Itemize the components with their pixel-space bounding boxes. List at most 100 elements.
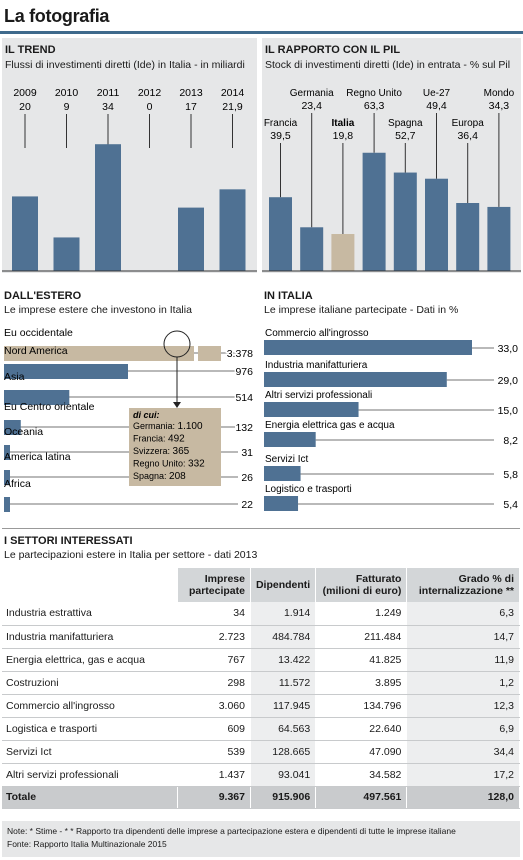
- breakdown-item: Spagna: 208: [133, 471, 186, 482]
- svg-text:3.378: 3.378: [227, 348, 253, 360]
- bar: [4, 390, 70, 405]
- svg-text:31: 31: [241, 447, 253, 459]
- table-cell: Industria manifatturiera: [2, 625, 179, 649]
- bar: [12, 196, 38, 271]
- table-row: Logistica e trasporti 609 64.563 22.640 6,9: [2, 717, 520, 741]
- table-header-row: Imprese partecipate Dipendenti Fatturato…: [2, 568, 520, 602]
- data-label: 5,4: [503, 499, 518, 511]
- data-label: 17: [185, 101, 197, 113]
- table-header-cell: Grado % di internalizzazione **: [406, 568, 520, 602]
- table-cell: Servizi Ict: [2, 740, 179, 764]
- breakdown-item: Regno Unito: 332: [133, 459, 205, 470]
- tick-label: 2013: [179, 87, 203, 99]
- tick-label: Africa: [4, 478, 31, 490]
- page-header: La fotografia: [0, 0, 523, 34]
- table-cell: 1.249: [315, 602, 408, 626]
- data-label: 39,5: [270, 130, 291, 142]
- table-cell: 298: [177, 671, 251, 695]
- data-label: 514: [235, 392, 253, 404]
- data-label: 21,9: [222, 101, 243, 113]
- table-cell: Commercio all'ingrosso: [2, 694, 179, 718]
- table-cell: 14,7: [406, 625, 520, 649]
- table-cell: 64.563: [250, 717, 317, 741]
- data-label: 3.378: [227, 348, 253, 360]
- table-total-cell: Totale: [2, 786, 179, 809]
- table-cell: 34.582: [315, 763, 408, 787]
- bar: [487, 206, 511, 271]
- data-label: 20: [19, 101, 31, 113]
- table-total-row: Totale 9.367 915.906 497.561 128,0: [2, 786, 520, 809]
- table-total-cell: 497.561: [315, 786, 408, 809]
- table-cell: 128.665: [250, 740, 317, 764]
- breakdown-box: [129, 408, 221, 486]
- breakdown-item: Germania: 1.100: [133, 421, 203, 432]
- svg-text:514: 514: [235, 392, 253, 404]
- bar: [362, 152, 386, 271]
- bar: [425, 178, 448, 271]
- italia-subtitle: Le imprese italiane partecipate - Dati i…: [264, 304, 459, 316]
- table-cell: Logistica e trasporti: [2, 717, 179, 741]
- table-cell: 34: [177, 602, 251, 626]
- svg-text:22: 22: [241, 499, 253, 511]
- tick-label: 2010: [55, 87, 79, 99]
- data-label: 22: [241, 499, 253, 511]
- table-header-cell: Dipendenti: [250, 568, 317, 602]
- italia-chart: Commercio all'ingrosso 33,0 Industria mani…: [264, 325, 519, 513]
- table-cell: Energia elettrica, gas e acqua: [2, 648, 179, 672]
- table-cell: 34,4: [406, 740, 520, 764]
- bar: [53, 237, 80, 271]
- tick-label: 2014: [221, 87, 245, 99]
- italia-title: IN ITALIA: [264, 290, 313, 302]
- table-cell: 1,2: [406, 671, 520, 695]
- table-cell: 22.640: [315, 717, 408, 741]
- data-label: 132: [235, 422, 253, 434]
- breakdown-item: Francia: 492: [133, 434, 185, 445]
- bar: [4, 364, 128, 379]
- table-cell: 539: [177, 740, 251, 764]
- tick-label: Germania: [290, 88, 334, 99]
- bar: [264, 402, 359, 417]
- bar: [4, 346, 194, 361]
- tick-label: Europa: [452, 118, 485, 129]
- footer-note: Note: * Stime - * * Rapporto tra dipende…: [7, 826, 456, 836]
- data-label: 49,4: [426, 100, 447, 112]
- page-title: La fotografia: [4, 6, 110, 26]
- table-cell: 11.572: [250, 671, 317, 695]
- table-header-cell: [2, 568, 179, 602]
- settori-title: I SETTORI INTERESSATI: [4, 535, 133, 547]
- table-cell: 11,9: [406, 648, 520, 672]
- data-label: 34: [102, 101, 114, 113]
- bar: [4, 497, 10, 512]
- data-label: 5,8: [503, 469, 518, 481]
- pil-subtitle: Stock di investimenti diretti (Ide) in e…: [265, 59, 511, 71]
- data-label: 23,4: [301, 100, 322, 112]
- bar: [269, 197, 292, 271]
- tick-label: Eu Centro orientale: [4, 401, 95, 413]
- tick-label: 2009: [13, 87, 37, 99]
- tick-label: 2012: [138, 87, 162, 99]
- settori-subtitle: Le partecipazioni estere in Italia per s…: [4, 549, 258, 561]
- tick-label: Altri servizi professionali: [265, 390, 372, 401]
- table-row: Commercio all'ingrosso 3.060 117.945 134.79…: [2, 694, 520, 718]
- breakdown-item: Svizzera: 365: [133, 446, 190, 457]
- data-label: 36,4: [457, 130, 478, 142]
- data-label: 26: [241, 472, 253, 484]
- data-label: 8,2: [503, 435, 518, 447]
- breakdown-title: di cui:: [133, 410, 160, 420]
- svg-text:132: 132: [235, 422, 253, 434]
- trend-chart: 2009 20 2010 9 2011 34 2012 0 2013 17 2014 21,9: [2, 87, 257, 272]
- svg-text:26: 26: [241, 472, 253, 484]
- table-total-cell: 9.367: [177, 786, 251, 809]
- callout-arrow: [173, 402, 181, 408]
- bar: [264, 432, 316, 447]
- table-cell: Costruzioni: [2, 671, 179, 695]
- table-cell: 117.945: [250, 694, 317, 718]
- data-label: 976: [235, 366, 253, 378]
- tick-label: Servizi Ict: [265, 454, 309, 465]
- data-label: 52,7: [395, 130, 416, 142]
- table-cell: Industria estrattiva: [2, 602, 179, 626]
- bar: [300, 227, 324, 271]
- table-cell: 12,3: [406, 694, 520, 718]
- table-row: Industria manifatturiera 2.723 484.784 211.…: [2, 625, 520, 649]
- pil-panel: IL RAPPORTO CON IL PIL Stock di investim…: [262, 38, 521, 273]
